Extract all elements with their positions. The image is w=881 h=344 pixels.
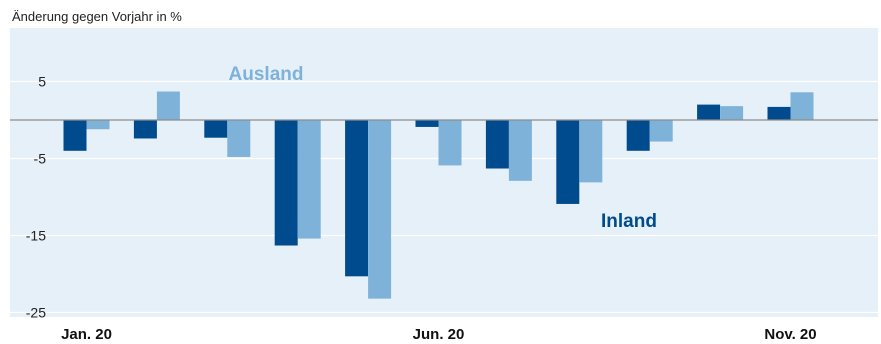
plot-background (10, 28, 878, 317)
bar-ausland (790, 92, 814, 120)
bar-ausland (720, 106, 744, 120)
bar-inland (626, 120, 650, 151)
y-tick-label: -25 (26, 305, 46, 321)
series-labels: Inland Ausland (229, 64, 657, 232)
bar-inland (274, 120, 298, 246)
series-label-ausland: Ausland (229, 64, 304, 85)
series-label-inland: Inland (601, 211, 657, 232)
bar-inland (415, 120, 439, 127)
bar-inland (485, 120, 509, 169)
bars (63, 91, 814, 299)
y-tick-label: -5 (34, 151, 47, 167)
x-axis: Jan. 20 Jun. 20 Nov. 20 (61, 326, 817, 343)
bar-ausland (156, 91, 180, 120)
y-tick-label: -15 (26, 228, 46, 244)
bar-inland (556, 120, 580, 204)
bar-ausland (368, 120, 392, 299)
bar-ausland (86, 120, 110, 130)
bar-ausland (297, 120, 321, 239)
bar-inland (767, 106, 791, 120)
x-tick-label: Jan. 20 (61, 326, 112, 343)
bar-ausland (649, 120, 673, 142)
y-axis-title: Änderung gegen Vorjahr in % (12, 9, 182, 24)
bar-inland (697, 104, 721, 120)
bar-ausland (227, 120, 251, 157)
bar-ausland (579, 120, 603, 183)
x-tick-label: Nov. 20 (764, 326, 816, 343)
bar-inland (204, 120, 228, 138)
y-axis: 5 -5 -15 -25 (26, 74, 46, 321)
bar-inland (345, 120, 369, 277)
bar-ausland (438, 120, 462, 166)
y-tick-label: 5 (38, 74, 46, 90)
bar-ausland (508, 120, 532, 181)
bar-inland (63, 120, 87, 151)
bar-inland (133, 120, 157, 139)
x-tick-label: Jun. 20 (413, 326, 465, 343)
